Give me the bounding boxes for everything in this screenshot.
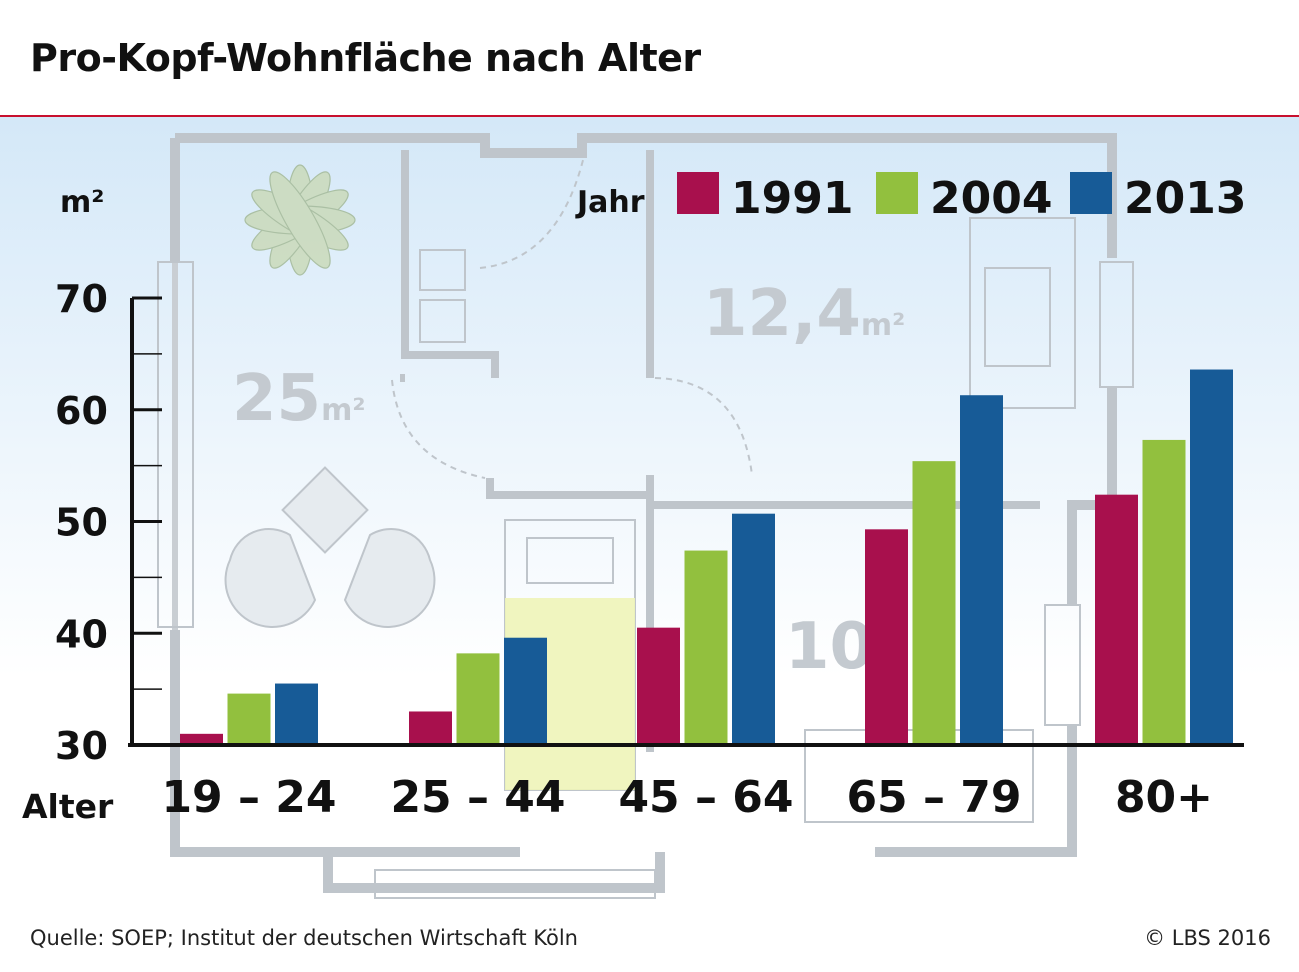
bar-2004-3 [912, 461, 956, 745]
room-area-12-4: 12,4 [703, 277, 861, 351]
bar-2013-0 [275, 683, 318, 745]
legend-label-2013: 2013 [1124, 173, 1246, 224]
bar-2013-4 [1190, 369, 1233, 745]
bars [128, 369, 1244, 747]
x-category-label: 80+ [1115, 772, 1213, 823]
bar-2013-1 [504, 637, 547, 745]
y-tick-label: 60 [55, 389, 108, 433]
legend: Jahr 1991 2004 2013 [575, 172, 1246, 224]
copyright: © LBS 2016 [1144, 926, 1271, 950]
legend-label-2004: 2004 [930, 173, 1052, 224]
bar-2004-4 [1142, 439, 1186, 745]
bar-1991-2 [637, 627, 680, 745]
legend-swatch-1991 [677, 172, 719, 214]
bar-1991-0 [180, 733, 223, 745]
bar-1991-1 [409, 711, 452, 745]
floor-plan-flower [244, 164, 356, 276]
legend-swatch-2004 [876, 172, 918, 214]
y-tick-label: 70 [55, 277, 108, 321]
bar-2004-1 [456, 653, 500, 745]
y-axis: 30 40 50 60 70 [55, 277, 162, 768]
y-tick-label: 50 [55, 501, 108, 545]
svg-text:12,4m²: 12,4m² [703, 277, 905, 351]
svg-text:25m²: 25m² [232, 362, 365, 436]
room-area-25: 25 [232, 362, 321, 436]
bar-1991-3 [865, 529, 908, 745]
header: Pro-Kopf-Wohnfläche nach Alter [0, 0, 1299, 116]
legend-title: Jahr [575, 185, 645, 220]
bar-2013-2 [732, 513, 775, 745]
y-tick-label: 40 [55, 612, 108, 656]
chart-title: Pro-Kopf-Wohnfläche nach Alter [30, 36, 701, 80]
source-note: Quelle: SOEP; Institut der deutschen Wir… [30, 926, 578, 950]
x-axis-label: Alter [22, 787, 114, 826]
x-category-label: 45 – 64 [618, 772, 793, 823]
x-category-label: 65 – 79 [846, 772, 1021, 823]
x-category-label: 19 – 24 [161, 772, 336, 823]
title-divider [0, 115, 1299, 117]
legend-swatch-2013 [1070, 172, 1112, 214]
x-axis-labels: 19 – 24 25 – 44 45 – 64 65 – 79 80+ [161, 772, 1213, 823]
floor-plan-illustration [157, 133, 1134, 899]
x-category-label: 25 – 44 [390, 772, 565, 823]
y-axis-label: m² [60, 185, 104, 220]
bar-2013-3 [960, 395, 1003, 745]
legend-label-1991: 1991 [731, 173, 853, 224]
bar-2004-0 [227, 693, 271, 745]
y-tick-label: 30 [55, 724, 108, 768]
bar-2004-2 [684, 550, 728, 745]
bar-1991-4 [1095, 494, 1138, 745]
